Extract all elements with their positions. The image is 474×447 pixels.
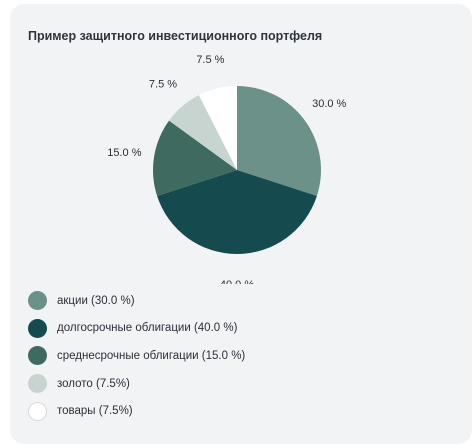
legend-item-2: среднесрочные облигации (15.0 %) xyxy=(28,342,245,370)
legend-label-0: акции (30.0 %) xyxy=(57,294,135,307)
pie-slice-0 xyxy=(237,86,321,196)
legend-swatch-3 xyxy=(28,374,47,394)
legend-swatch-4 xyxy=(28,401,47,421)
legend-item-4: товары (7.5%) xyxy=(28,397,245,425)
pie-slice-4 xyxy=(198,86,237,170)
slice-value-label-4: 7.5 % xyxy=(196,54,224,66)
slice-value-label-1: 40.0 % xyxy=(220,279,254,284)
legend-swatch-2 xyxy=(28,346,47,366)
legend-label-3: золото (7.5%) xyxy=(57,377,130,390)
legend-item-0: акции (30.0 %) xyxy=(28,287,245,315)
legend-label-2: среднесрочные облигации (15.0 %) xyxy=(57,349,246,362)
pie-slice-2 xyxy=(153,120,237,196)
pie-slice-3 xyxy=(169,95,237,170)
slice-value-label-0: 30.0 % xyxy=(312,98,346,110)
chart-card: Пример защитного инвестиционного портфел… xyxy=(10,4,472,444)
legend-item-3: золото (7.5%) xyxy=(28,370,245,398)
legend-swatch-1 xyxy=(28,318,47,338)
chart-title: Пример защитного инвестиционного портфел… xyxy=(28,29,323,43)
pie-slice-1 xyxy=(157,170,317,254)
legend-swatch-0 xyxy=(28,291,47,311)
chart-legend: акции (30.0 %) долгосрочные облигации (40… xyxy=(28,287,245,425)
slice-value-label-3: 7.5 % xyxy=(149,78,177,90)
legend-label-4: товары (7.5%) xyxy=(57,405,133,418)
pie-chart: 30.0 % 40.0 % 15.0 % 7.5 % 7.5 % xyxy=(107,54,346,284)
legend-label-1: долгосрочные облигации (40.0 %) xyxy=(57,322,238,335)
legend-item-1: долгосрочные облигации (40.0 %) xyxy=(28,315,245,343)
slice-value-label-2: 15.0 % xyxy=(107,147,141,159)
